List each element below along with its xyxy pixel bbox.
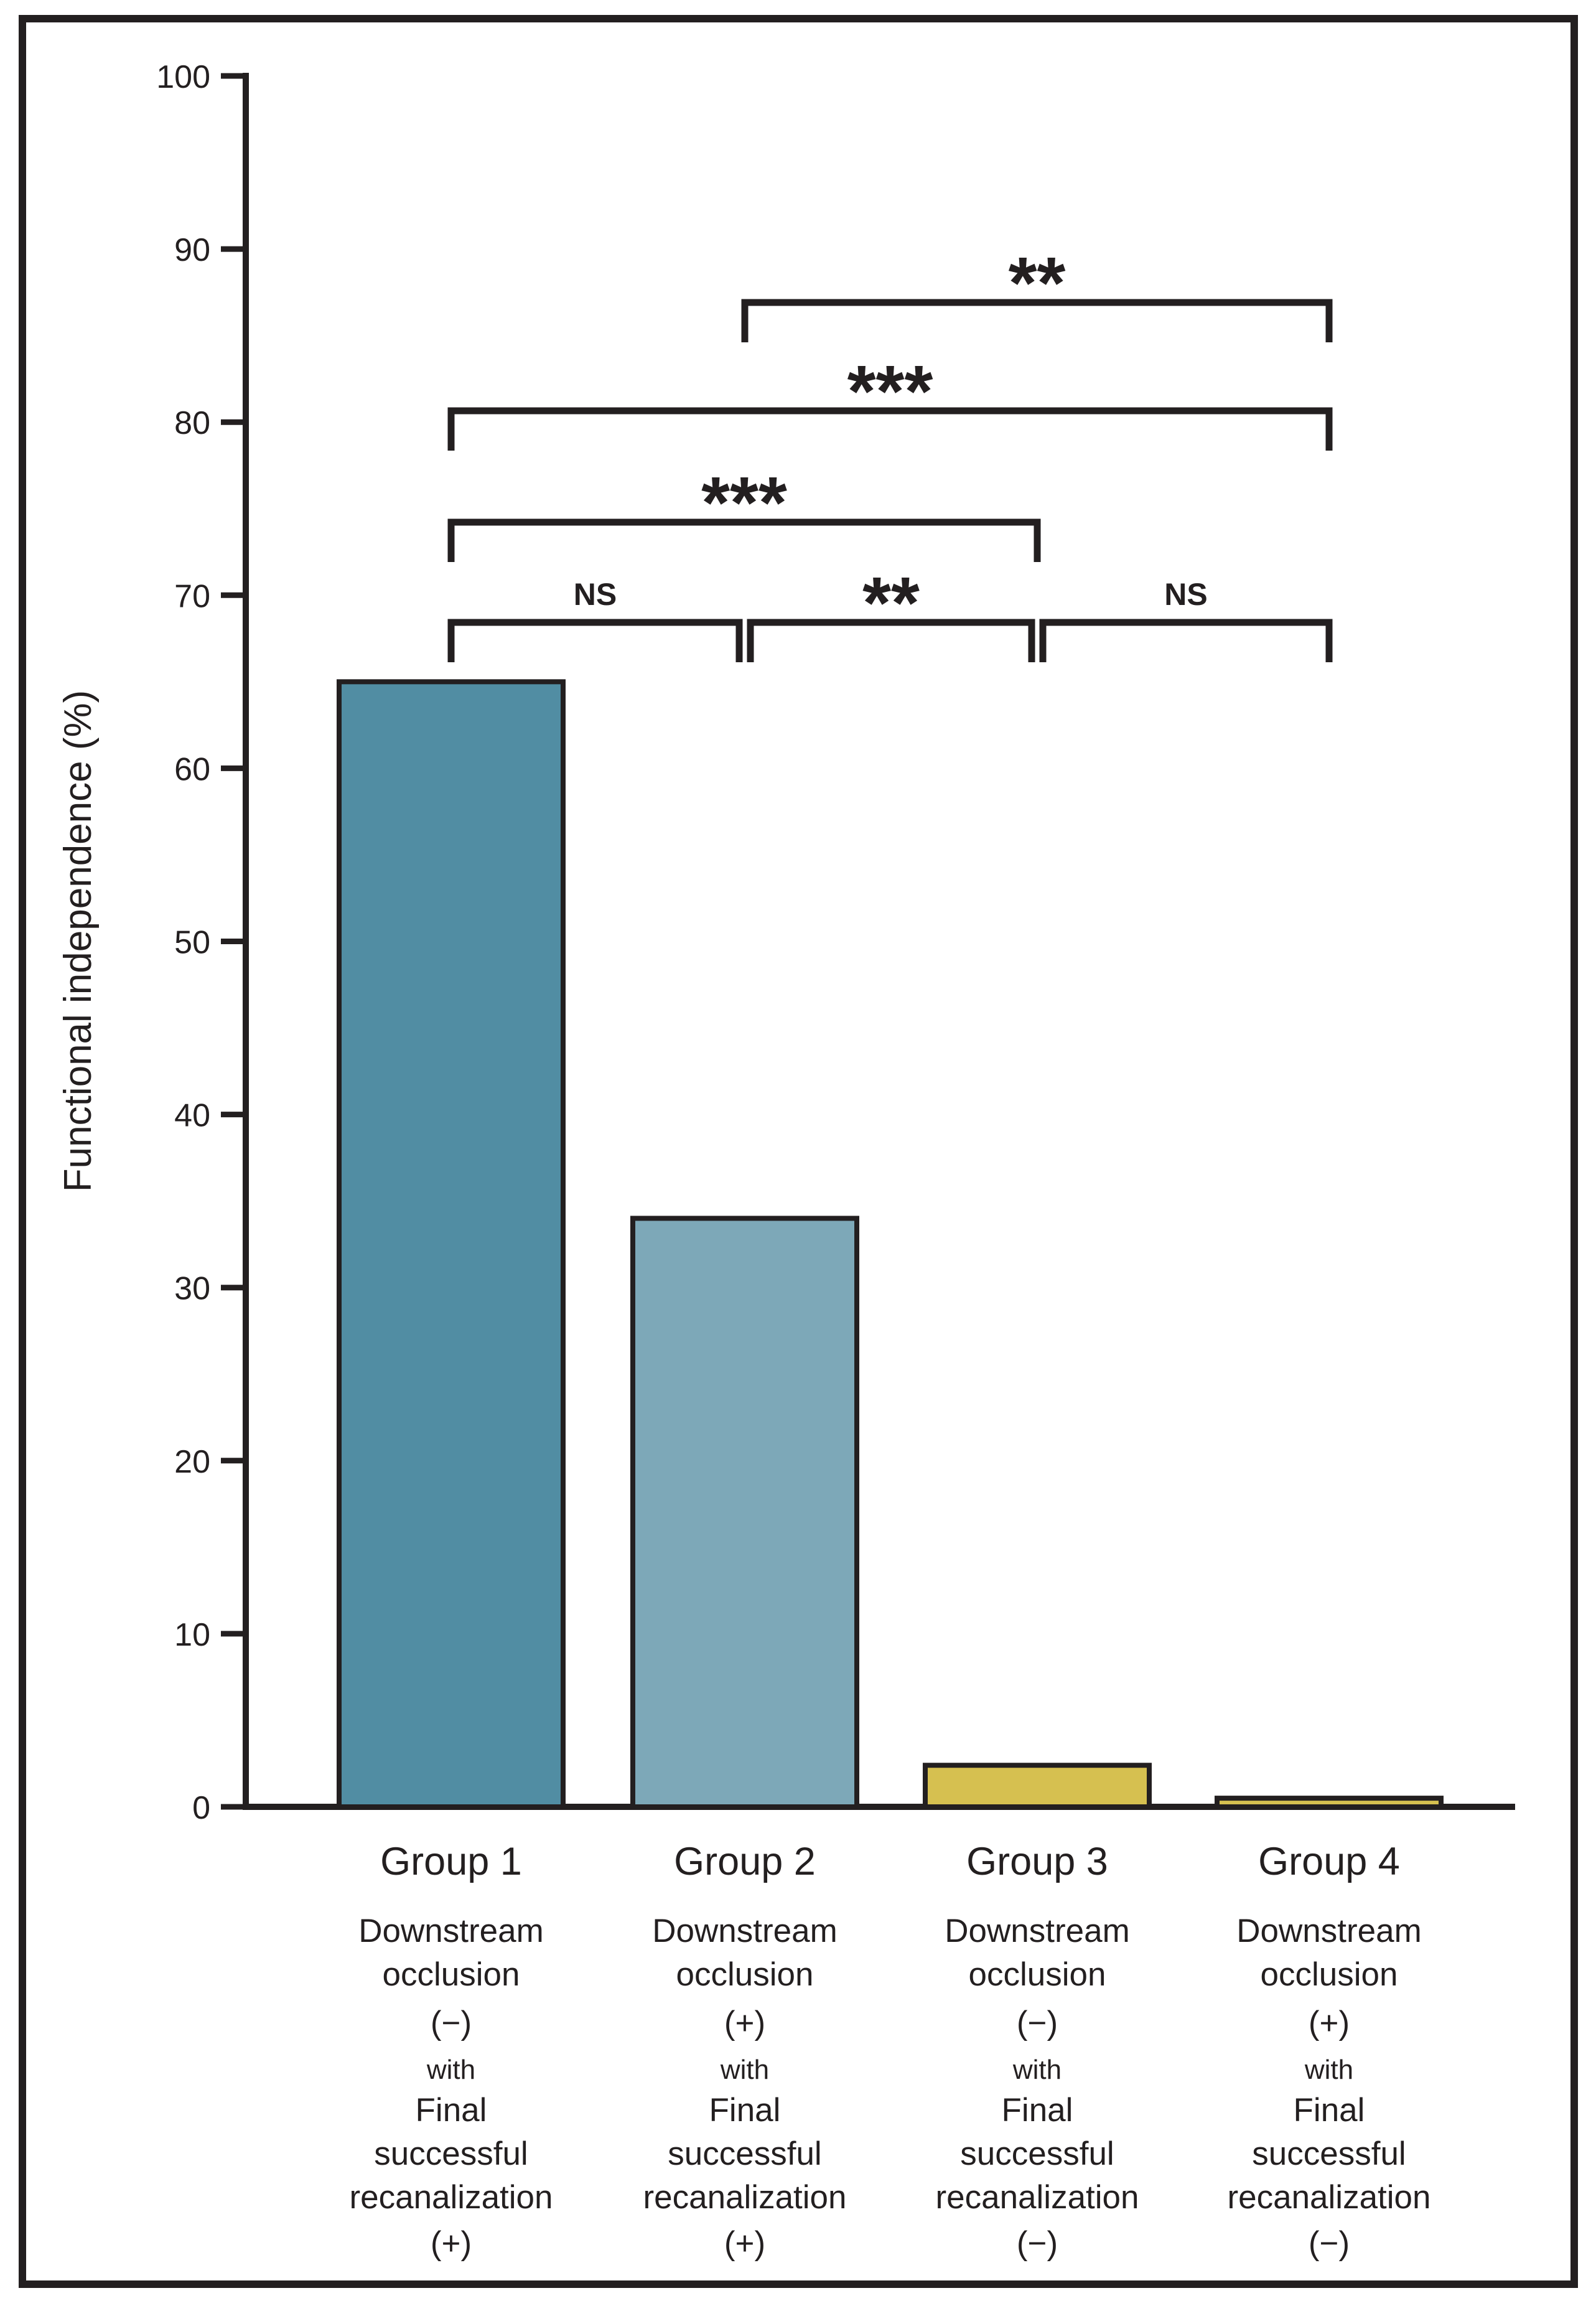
significance-label: *** [701, 462, 787, 544]
significance-label: ** [1009, 242, 1066, 324]
x-sublabel-group-4-line-4: with [1304, 2055, 1353, 2085]
x-sublabel-group-3-line-6: successful [960, 2135, 1114, 2172]
x-label-group-1: Group 1 [380, 1840, 522, 1883]
x-sublabel-group-1-line-1: Downstream [358, 1913, 543, 1949]
x-sublabel-group-3-line-2: occlusion [969, 1956, 1106, 1993]
y-tick-label: 70 [174, 578, 210, 614]
significance-label: NS [1164, 577, 1207, 612]
bar-group-4 [1215, 1796, 1444, 1809]
x-sublabel-group-4-line-3: (+) [1309, 2005, 1350, 2041]
x-sublabel-group-1-line-6: successful [374, 2135, 528, 2172]
y-tick-label: 10 [174, 1617, 210, 1653]
x-sublabel-group-2-line-1: Downstream [652, 1913, 837, 1949]
significance-bracket-1-2 [447, 619, 743, 662]
bar-group-1 [337, 679, 566, 1809]
x-sublabel-group-1-line-7: recanalization [349, 2179, 553, 2216]
bar-group-3 [923, 1763, 1152, 1810]
x-sublabel-group-3-line-7: recanalization [935, 2179, 1139, 2216]
x-sublabel-group-4-line-2: occlusion [1261, 1956, 1398, 1993]
significance-label: NS [574, 577, 617, 612]
x-sublabel-group-1-line-5: Final [416, 2092, 487, 2129]
y-tick-label: 80 [174, 405, 210, 441]
x-sublabel-group-2-line-4: with [720, 2055, 769, 2085]
y-tick-label: 40 [174, 1098, 210, 1134]
significance-label: ** [862, 562, 920, 644]
x-sublabel-group-3-line-3: (−) [1017, 2005, 1058, 2041]
y-tick-label: 90 [174, 232, 210, 268]
significance-bracket-1-4 [447, 407, 1333, 451]
x-label-group-3: Group 3 [966, 1840, 1108, 1883]
x-sublabel-group-2-line-5: Final [709, 2092, 781, 2129]
significance-label: *** [847, 350, 933, 433]
significance-bracket-2-3 [747, 619, 1035, 662]
x-sublabel-group-1-line-4: with [426, 2055, 475, 2085]
x-sublabel-group-1-line-2: occlusion [383, 1956, 520, 1993]
y-axis-title: Functional independence (%) [57, 690, 100, 1193]
x-sublabel-group-4-line-1: Downstream [1236, 1913, 1421, 1949]
x-sublabel-group-1-line-8: (+) [431, 2225, 472, 2262]
y-tick-label: 20 [174, 1444, 210, 1480]
x-sublabel-group-2-line-6: successful [668, 2135, 821, 2172]
significance-bracket-3-4 [1039, 619, 1333, 662]
x-sublabel-group-3-line-4: with [1012, 2055, 1062, 2085]
x-sublabel-group-3-line-8: (−) [1017, 2225, 1058, 2262]
x-sublabel-group-3-line-5: Final [1002, 2092, 1073, 2129]
significance-bracket-1-3 [447, 518, 1041, 562]
x-sublabel-group-3-line-1: Downstream [945, 1913, 1129, 1949]
x-sublabel-group-4-line-6: successful [1252, 2135, 1406, 2172]
x-sublabel-group-4-line-8: (−) [1309, 2225, 1350, 2262]
x-sublabel-group-2-line-2: occlusion [676, 1956, 814, 1993]
x-sublabel-group-2-line-7: recanalization [643, 2179, 846, 2216]
bar-group-2 [630, 1216, 859, 1809]
y-tick-label: 100 [156, 59, 210, 95]
x-sublabel-group-2-line-3: (+) [724, 2005, 765, 2041]
x-sublabel-group-2-line-8: (+) [724, 2225, 765, 2262]
y-tick-label: 30 [174, 1271, 210, 1307]
x-label-group-2: Group 2 [674, 1840, 816, 1883]
significance-bracket-2-4 [741, 299, 1333, 342]
y-tick-label: 60 [174, 751, 210, 787]
x-sublabel-group-4-line-7: recanalization [1227, 2179, 1430, 2216]
x-sublabel-group-1-line-3: (−) [431, 2005, 472, 2041]
x-label-group-4: Group 4 [1258, 1840, 1400, 1883]
figure-frame [19, 15, 1578, 2288]
y-tick-label: 0 [192, 1790, 210, 1826]
x-sublabel-group-4-line-5: Final [1294, 2092, 1365, 2129]
y-tick-label: 50 [174, 925, 210, 961]
